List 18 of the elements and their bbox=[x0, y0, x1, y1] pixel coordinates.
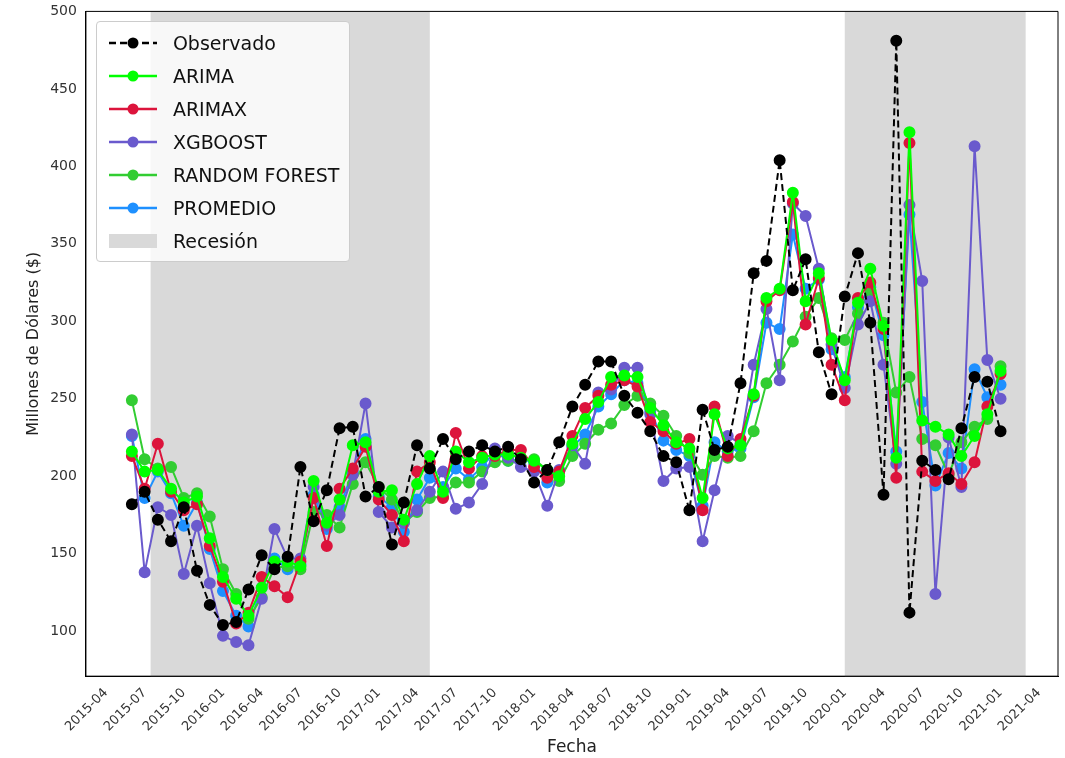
y-tick-label: 400 bbox=[50, 157, 77, 173]
y-tick-label: 250 bbox=[50, 389, 77, 406]
y-axis-title: Millones de Dólares ($) bbox=[22, 251, 42, 436]
y-tick-label: 150 bbox=[50, 544, 77, 561]
y-tick-label: 100 bbox=[50, 621, 77, 638]
legend-label: Observado bbox=[172, 31, 276, 54]
y-tick-label: 200 bbox=[50, 466, 77, 483]
band-label: Recesión bbox=[172, 229, 258, 252]
legend-label: ARIMA bbox=[172, 64, 235, 87]
legend-label: ARIMAX bbox=[172, 97, 248, 120]
legend-label: PROMEDIO bbox=[172, 196, 277, 219]
y-tick-label: 500 bbox=[50, 2, 77, 19]
x-axis-title: Fecha bbox=[547, 736, 597, 757]
legend-label: XGBOOST bbox=[172, 130, 267, 153]
legend-label: RANDOM FOREST bbox=[172, 163, 340, 186]
y-tick-label: 350 bbox=[50, 234, 77, 251]
y-tick-label: 300 bbox=[50, 311, 77, 328]
y-tick-label: 450 bbox=[50, 79, 77, 96]
